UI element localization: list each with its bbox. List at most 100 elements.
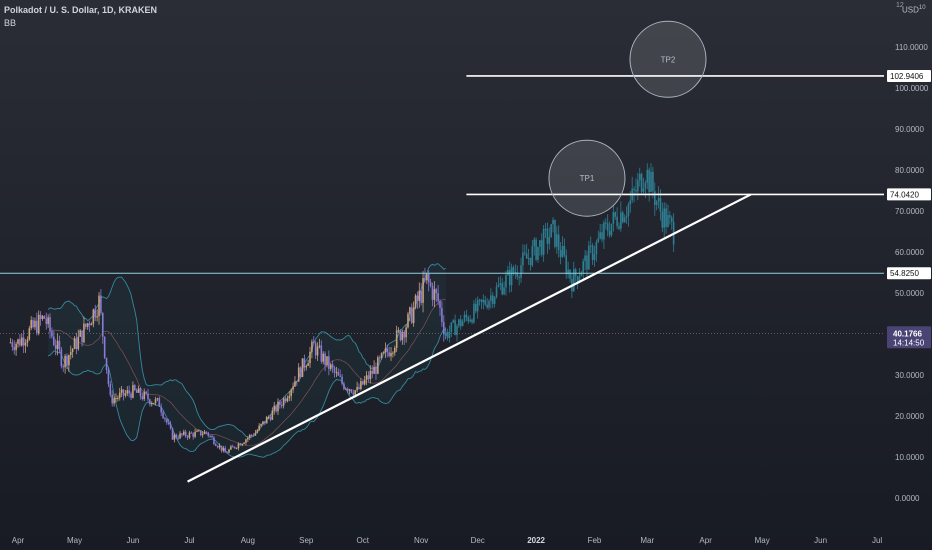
candle-body — [248, 434, 251, 438]
candle-body — [69, 351, 72, 356]
candle-body — [220, 445, 223, 451]
level-badge — [887, 267, 931, 280]
projected-body — [525, 253, 528, 259]
projected-body — [512, 267, 515, 274]
candle-body — [100, 295, 102, 313]
projected-body — [535, 239, 537, 260]
candle-body — [397, 330, 400, 332]
projected-body — [642, 188, 645, 192]
projected-body — [597, 238, 600, 243]
x-tick-label: Dec — [471, 536, 485, 545]
currency-label[interactable]: USD10 — [902, 5, 926, 15]
candle-body — [73, 338, 76, 349]
candle-body — [213, 437, 215, 445]
ascending-trendline — [187, 193, 752, 483]
candle-body — [309, 351, 311, 364]
level-badge — [887, 69, 931, 82]
candle-body — [26, 339, 29, 343]
projected-body — [605, 222, 607, 224]
current-price-badge — [887, 326, 931, 349]
candle-body — [305, 365, 308, 368]
candles-layer — [9, 267, 447, 454]
projected-body — [595, 242, 598, 255]
candle-body — [322, 353, 325, 362]
candle-body — [231, 446, 234, 448]
candle-body — [118, 392, 121, 398]
candle-body — [186, 436, 189, 438]
candle-body — [267, 417, 270, 419]
candle-body — [166, 419, 168, 423]
candle-body — [20, 337, 23, 346]
projected-body — [539, 240, 541, 247]
candle-body — [375, 366, 377, 374]
candle-body — [160, 406, 162, 413]
candle-body — [135, 390, 138, 393]
projected-body — [456, 325, 458, 336]
candle-body — [324, 353, 326, 366]
candle-body — [405, 327, 407, 338]
candle-body — [360, 381, 362, 389]
candle-body — [241, 443, 243, 446]
candle-body — [211, 435, 213, 438]
indicator-label[interactable]: BB — [4, 18, 17, 28]
projected-body — [667, 215, 669, 227]
projected-body — [450, 322, 453, 332]
projected-body — [493, 297, 496, 304]
candle-body — [181, 433, 183, 435]
y-tick-label: 90.0000 — [895, 125, 924, 134]
x-axis[interactable]: Apr May Jun Jul Aug Sep Oct Nov Dec 2022 Feb Mar Apr… — [12, 536, 883, 545]
candle-body — [380, 353, 383, 359]
x-tick-label: Sep — [299, 536, 314, 545]
candle-body — [79, 330, 81, 337]
projected-body — [561, 245, 564, 258]
candle-body — [361, 381, 364, 385]
candle-body — [282, 398, 285, 406]
projected-body — [542, 228, 545, 255]
candle-body — [354, 390, 357, 395]
projected-body — [661, 211, 664, 228]
candle-body — [24, 342, 27, 346]
candle-body — [290, 389, 292, 397]
y-tick-label: 80.0000 — [895, 166, 924, 175]
projected-body — [473, 303, 475, 323]
candle-body — [424, 278, 426, 281]
target-label: TP1 — [580, 174, 595, 183]
bollinger-upper — [47, 263, 446, 438]
candle-body — [373, 366, 375, 374]
candle-body — [239, 443, 242, 446]
candle-body — [122, 389, 125, 396]
candle-body — [228, 449, 230, 453]
candle-body — [190, 432, 193, 434]
candle-body — [143, 391, 146, 400]
candle-body — [254, 432, 257, 436]
candle-body — [260, 423, 262, 426]
candle-body — [52, 336, 55, 346]
candle-body — [284, 398, 287, 402]
candle-body — [237, 443, 240, 449]
candle-body — [435, 289, 438, 294]
candle-body — [96, 316, 98, 318]
candle-body — [71, 348, 74, 352]
projected-body — [593, 254, 596, 261]
projected-body — [648, 169, 650, 192]
projected-body — [616, 216, 618, 227]
candle-body — [105, 357, 108, 370]
candle-body — [365, 375, 368, 380]
candle-body — [377, 357, 379, 374]
candle-body — [384, 348, 387, 353]
candle-body — [137, 388, 140, 393]
candle-body — [437, 293, 439, 302]
candle-body — [162, 412, 164, 418]
candle-body — [77, 336, 80, 350]
candle-body — [141, 396, 144, 400]
candle-body — [98, 295, 100, 317]
x-tick-label: Jun — [126, 536, 139, 545]
candle-body — [433, 289, 436, 300]
candle-body — [409, 307, 411, 314]
x-tick-label: Nov — [414, 536, 428, 545]
candle-body — [395, 330, 398, 349]
candle-body — [378, 357, 381, 359]
candle-body — [34, 320, 36, 328]
projected-body — [614, 212, 617, 217]
